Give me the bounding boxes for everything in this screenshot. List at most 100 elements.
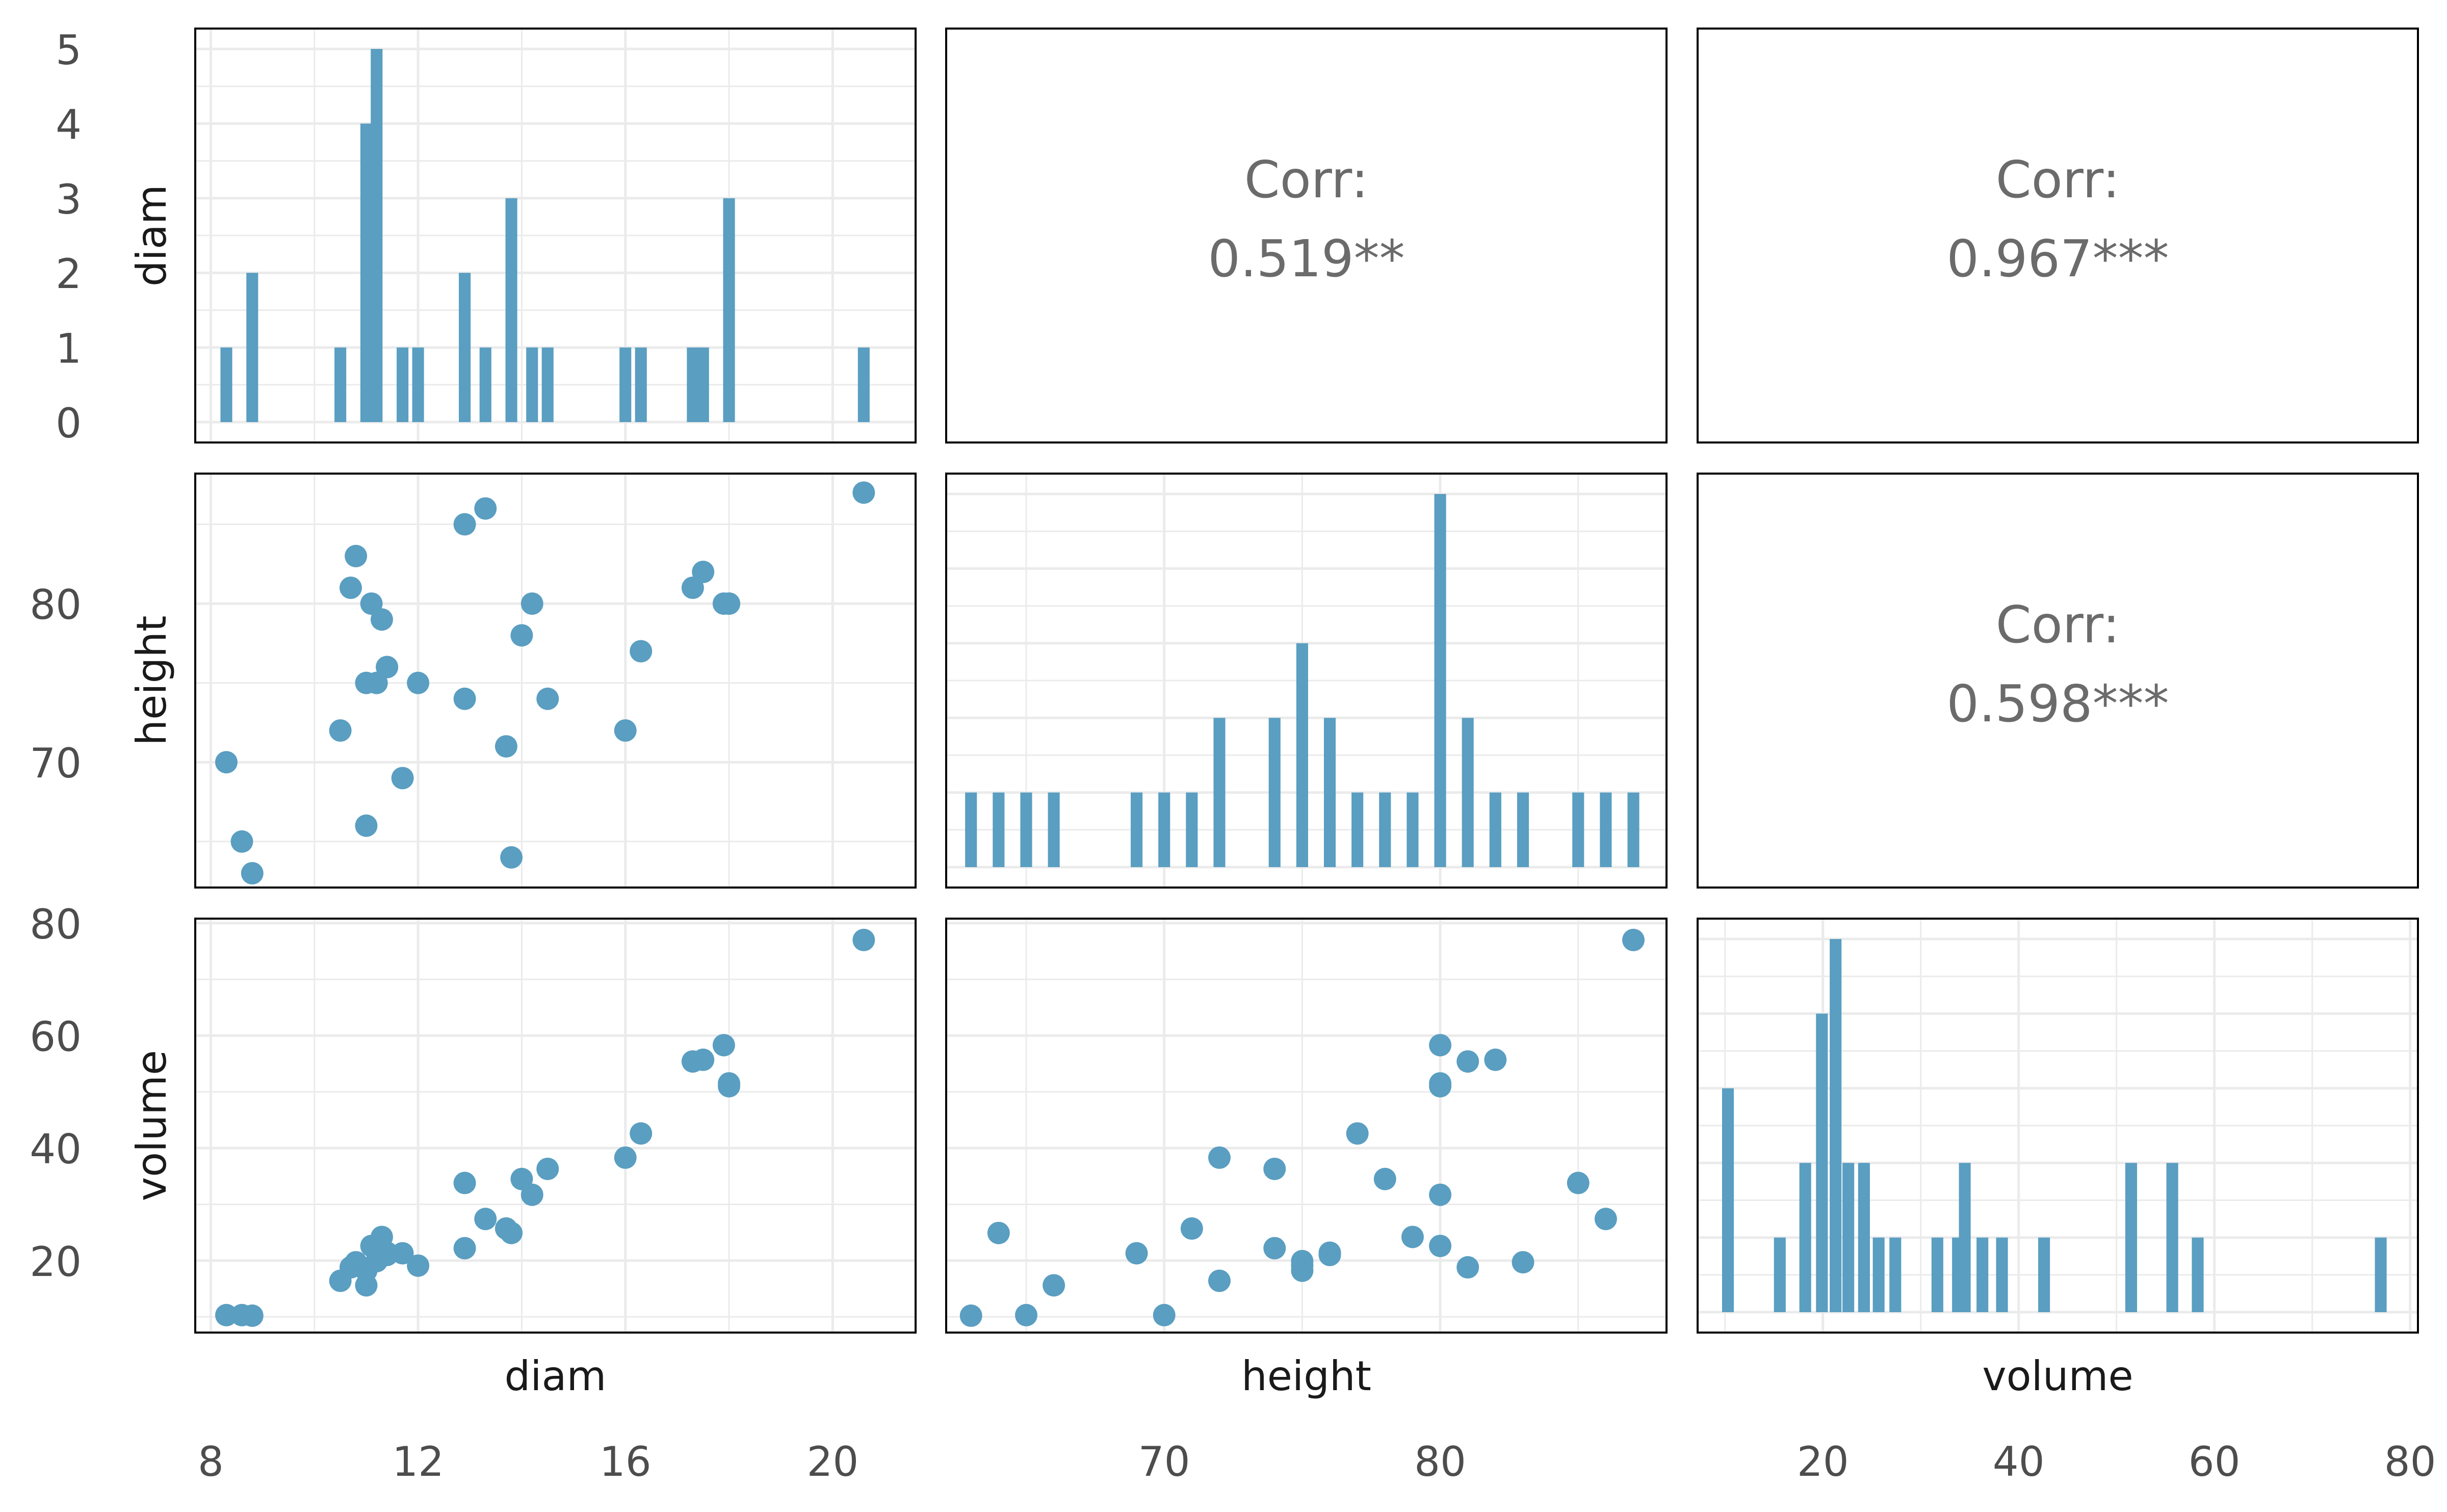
scatter-point-diam-volume [692,1048,715,1071]
scatter-point-height-volume [1263,1157,1286,1180]
histogram-bar-diam [371,49,383,422]
column-label-diam: diam [505,1352,607,1400]
scatter-point-height-volume [1373,1167,1396,1190]
scatter-point-height-volume [1043,1274,1065,1297]
scatter-point-diam-height [230,830,253,853]
scatter-point-height-volume [1429,1183,1452,1206]
scatter-point-height-volume [987,1221,1010,1244]
histogram-bar-height [1323,718,1336,867]
histogram-bar-height [1213,718,1226,867]
scatter-point-diam-volume [520,1183,543,1206]
scatter-point-diam-height [494,735,517,758]
scatter-point-height-volume [1401,1226,1424,1248]
histogram-bar-diam [220,347,232,422]
scatter-point-height-volume [959,1304,982,1327]
scatter-point-diam-height [614,719,637,742]
histogram-bar-height [1627,792,1639,867]
scatter-point-height-volume [1015,1304,1037,1326]
scatter-point-height-volume [1125,1242,1148,1265]
histogram-bar-volume [1799,1163,1811,1312]
histogram-bar-volume [2038,1237,2050,1312]
scatter-point-height-volume [1153,1304,1176,1326]
x-tick-label-volume: 40 [1993,1438,2045,1485]
histogram-bar-height [1517,792,1529,867]
scatter-point-height-volume [1208,1269,1231,1292]
x-tick-label-diam: 16 [600,1438,652,1485]
histogram-bar-diam [857,347,870,422]
scatter-point-diam-height [360,592,383,615]
panel-frame [945,918,1668,1334]
scatter-point-diam-volume [536,1157,559,1180]
histogram-bar-diam [505,198,517,422]
scatter-point-diam-height [852,481,875,504]
histogram-bar-volume [1830,939,1842,1312]
marks-layer [215,49,2387,1327]
scatter-point-diam-height [365,671,388,694]
scatter-point-height-volume [1484,1048,1507,1071]
scatter-point-diam-height [474,497,497,520]
scatter-point-height-volume [1622,928,1645,951]
scatter-point-height-volume [1180,1217,1203,1240]
histogram-bar-height [1186,792,1198,867]
histogram-bar-diam [723,198,735,422]
histogram-bar-diam [619,347,632,422]
histogram-bar-height [1407,792,1419,867]
histogram-bar-height [1130,792,1143,867]
histogram-bar-height [1434,494,1446,867]
row-label-volume: volume [128,1050,175,1201]
histogram-bar-volume [1842,1163,1855,1312]
histogram-bar-diam [360,123,373,422]
corr-label: Corr: [1996,595,2120,655]
scatter-point-height-volume [1512,1251,1534,1274]
y-tick-label-height: 70 [30,740,82,787]
histogram-bar-height [993,792,1005,867]
histogram-bar-volume [1931,1237,1943,1312]
x-tick-label-diam: 8 [198,1438,224,1485]
histogram-bar-height [1296,643,1308,867]
scatter-point-diam-height [339,577,362,599]
histogram-bar-height [1379,792,1391,867]
scatter-point-height-volume [1456,1256,1479,1279]
histogram-bar-volume [2375,1237,2387,1312]
scatter-point-diam-volume [630,1122,653,1145]
x-tick-label-height: 70 [1138,1438,1190,1485]
diag-count-tick-label: 1 [56,325,82,373]
corr-value: 0.598*** [1946,674,2169,734]
x-tick-label-volume: 60 [2189,1438,2241,1485]
corr-value: 0.967*** [1946,229,2169,289]
scatter-point-diam-height [355,814,378,837]
panel-frame [1697,473,2419,889]
scatter-point-diam-volume [453,1237,476,1260]
corr-value: 0.519** [1208,229,1404,289]
histogram-bar-diam [697,347,709,422]
x-tick-label-diam: 20 [806,1438,858,1485]
column-label-height: height [1241,1352,1371,1400]
scatter-point-height-volume [1208,1146,1231,1169]
scatter-point-height-volume [1263,1237,1286,1260]
histogram-bar-height [1048,792,1060,867]
histogram-bar-diam [526,347,538,422]
scatter-point-height-volume [1291,1254,1314,1277]
histogram-bar-volume [1816,1013,1828,1312]
scatter-point-diam-height [376,656,399,679]
scatter-point-diam-height [718,592,741,615]
panel-frame [1697,918,2419,1334]
histogram-bar-diam [397,347,409,422]
histogram-bar-volume [1872,1237,1885,1312]
scatter-point-diam-height [510,624,533,647]
scatter-point-diam-height [345,544,368,567]
diag-count-tick-label: 4 [56,101,82,148]
scatter-point-diam-volume [241,1304,264,1327]
diag-count-tick-label: 2 [56,250,82,298]
histogram-bar-height [1462,718,1474,867]
histogram-bar-volume [1889,1237,1902,1312]
histogram-bar-volume [2192,1237,2204,1312]
scatter-point-diam-height [329,719,352,742]
histogram-bar-volume [2166,1163,2178,1312]
scatter-point-diam-height [520,592,543,615]
scatter-point-diam-volume [500,1221,523,1244]
histogram-bar-diam [635,347,647,422]
x-tick-label-diam: 12 [392,1438,444,1485]
scatter-point-diam-height [370,608,393,631]
